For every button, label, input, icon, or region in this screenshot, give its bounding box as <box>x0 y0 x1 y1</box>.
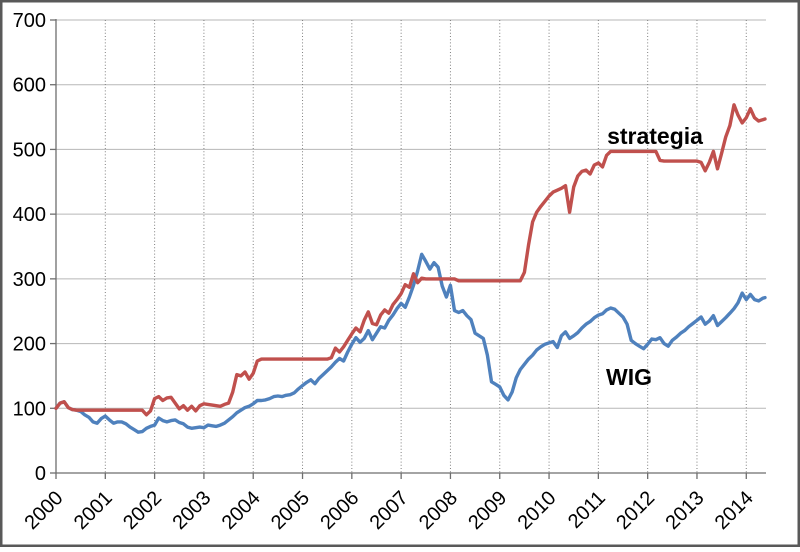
y-axis-label-600: 600 <box>13 75 46 97</box>
series-label-strategia: strategia <box>607 123 703 149</box>
y-axis-label-400: 400 <box>13 204 46 226</box>
series-line-strategia <box>54 103 767 417</box>
y-axis-label-700: 700 <box>13 10 46 32</box>
y-axis-label-200: 200 <box>13 334 46 356</box>
y-axis-label-0: 0 <box>35 463 46 485</box>
series-label-WIG: WIG <box>606 364 652 390</box>
y-axis-label-100: 100 <box>13 398 46 420</box>
series-line-WIG <box>54 252 767 434</box>
y-axis-label-300: 300 <box>13 269 46 291</box>
y-axis-label-500: 500 <box>13 139 46 161</box>
